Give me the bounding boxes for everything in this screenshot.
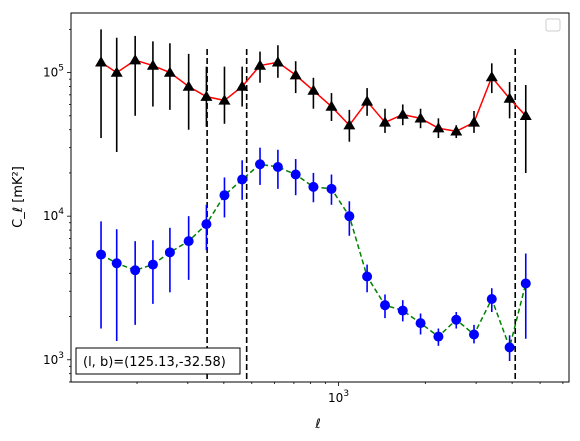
data-point-marker [379,300,390,311]
data-point-marker [95,56,108,67]
y-tick-label: 105 [43,64,64,80]
data-point-marker [520,278,531,289]
series-1 [95,29,532,173]
annotation-box [75,347,241,375]
data-point-marker [414,112,427,123]
legend-box [545,18,561,32]
data-point-marker [396,108,409,119]
data-point-marker [397,305,408,316]
data-point-marker [164,247,175,258]
data-point-marker [415,318,426,329]
data-point-marker [504,342,515,353]
data-point-marker [163,66,176,77]
data-point-marker [200,90,213,101]
data-point-marker [326,183,337,194]
data-point-marker [469,329,480,340]
data-point-marker [362,271,373,282]
data-point-marker [378,116,391,127]
annotation-text: (l, b)=(125.13,-32.58) [83,355,226,370]
data-point-marker [451,314,462,325]
y-tick-label: 103 [43,351,64,367]
data-point-marker [485,71,498,82]
data-point-marker [361,95,374,106]
data-point-marker [290,169,301,180]
annotation: (l, b)=(125.13,-32.58) [75,347,241,375]
x-tick-label: 103 [328,389,349,405]
data-point-marker [519,109,532,121]
data-point-marker [432,122,445,133]
y-tick-label: 104 [43,207,64,223]
data-point-marker [255,159,266,170]
data-point-marker [111,258,122,269]
data-point-marker [486,293,497,304]
data-point-marker [236,80,249,91]
data-point-marker [96,249,107,260]
data-point-marker [183,236,194,247]
data-point-marker [129,54,142,65]
data-point-marker [147,259,158,270]
data-point-marker [110,66,123,77]
data-point-marker [289,69,302,80]
y-axis-label: C_ℓ [mK²] [11,166,26,228]
x-axis-label: ℓ [314,417,320,432]
data-point-marker [271,56,284,67]
data-point-marker [272,162,283,173]
series-2 [96,147,531,362]
data-point-marker [343,119,356,130]
data-point-marker [219,190,230,201]
plot-frame [70,12,570,383]
data-point-marker [182,80,195,91]
data-point-marker [254,59,267,70]
data-point-marker [450,125,463,136]
data-point-marker [308,181,319,192]
data-point-marker [237,174,248,185]
data-point-marker [503,92,516,103]
data-point-marker [146,59,159,70]
data-point-marker [468,116,481,127]
data-point-marker [218,94,231,105]
data-point-marker [433,331,444,342]
data-point-marker [130,265,141,276]
data-point-marker [325,100,338,111]
data-point-marker [201,219,212,230]
data-point-marker [344,211,355,222]
plot-layer [95,29,532,382]
data-point-marker [307,84,320,95]
